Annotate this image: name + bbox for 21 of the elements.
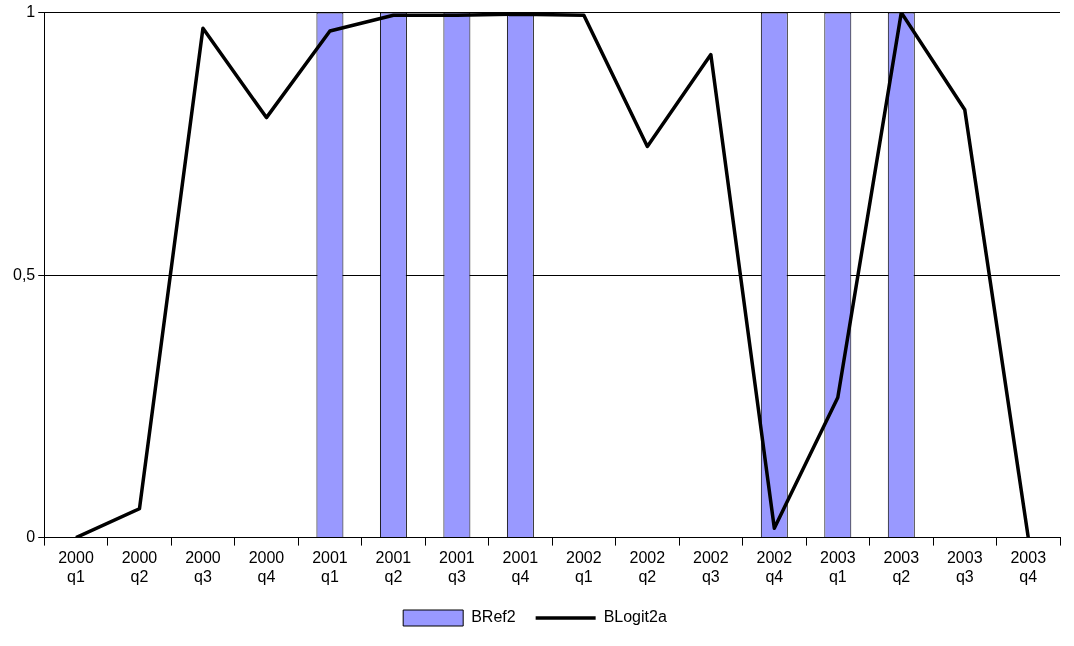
x-tick-label: 2000 q3 [185, 548, 221, 585]
x-tick-label: 2002 q2 [629, 548, 666, 585]
y-tick-label: 0 [26, 528, 36, 546]
x-tick-label: 2000 q1 [58, 548, 94, 585]
x-tick-label: 2000 q4 [248, 548, 285, 585]
x-tick-label: 2001 q4 [502, 548, 539, 585]
x-tick-label: 2001 q1 [312, 548, 348, 585]
legend-label: BRef2 [471, 608, 516, 626]
x-tick-label: 2003 q1 [820, 548, 856, 585]
x-tick-label: 2003 q2 [883, 548, 920, 585]
x-tick-label: 2002 q4 [756, 548, 793, 585]
x-tick-label: 2001 q3 [439, 548, 475, 585]
x-tick-label: 2002 q3 [693, 548, 729, 585]
x-tick-label: 2001 q2 [375, 548, 412, 585]
y-tick-label: 0,5 [12, 265, 36, 283]
x-tick-label: 2000 q2 [121, 548, 158, 585]
x-tick-label: 2003 q3 [946, 548, 983, 585]
legend-label: BLogit2a [603, 608, 667, 626]
x-tick-label: 2002 q1 [566, 548, 602, 585]
x-tick-label: 2003 q4 [1010, 548, 1047, 585]
y-tick-label: 1 [26, 3, 36, 21]
